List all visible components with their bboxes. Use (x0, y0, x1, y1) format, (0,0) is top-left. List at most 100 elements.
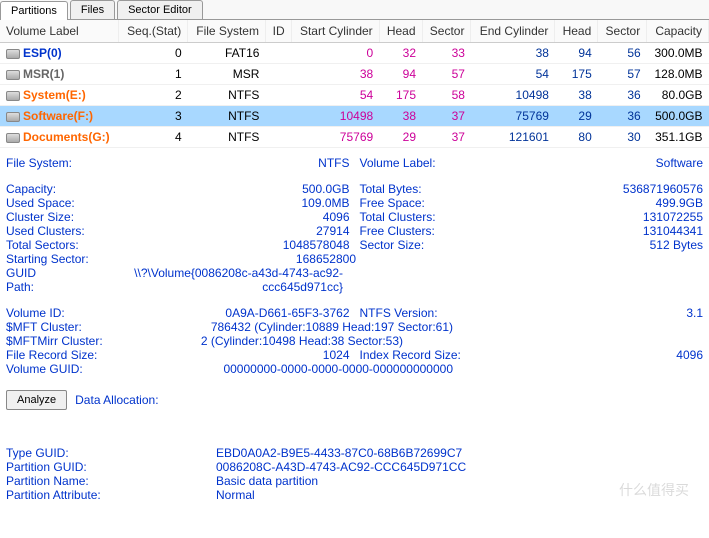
pg-value: 0086208C-A43D-4743-AC92-CCC645D971CC (216, 460, 466, 474)
cell-sec2: 36 (598, 106, 647, 127)
col-id[interactable]: ID (265, 20, 291, 43)
gp-value: \\?\Volume{0086208c-a43d-4743-ac92-ccc64… (65, 266, 343, 294)
cap-label: Capacity: (6, 182, 56, 196)
cell-sc: 0 (291, 43, 379, 64)
tb-value: 536871960576 (623, 182, 703, 196)
pn-label: Partition Name: (6, 474, 216, 488)
vl-label: Volume Label: (360, 156, 436, 170)
col-end-cyl[interactable]: End Cylinder (471, 20, 555, 43)
cell-fs: NTFS (188, 106, 266, 127)
cell-ec: 54 (471, 64, 555, 85)
cell-ec: 38 (471, 43, 555, 64)
analyze-button[interactable]: Analyze (6, 390, 67, 410)
us-label: Used Space: (6, 196, 75, 210)
tg-value: EBD0A0A2-B9E5-4433-87C0-68B6B72699C7 (216, 446, 462, 460)
cell-sec: 37 (422, 106, 471, 127)
cell-ec: 10498 (471, 85, 555, 106)
pa-value: Normal (216, 488, 255, 502)
col-sector[interactable]: Sector (422, 20, 471, 43)
cell-sec2: 30 (598, 127, 647, 148)
disk-icon (6, 112, 20, 122)
mft-label: $MFT Cluster: (6, 320, 82, 334)
ss-label: Sector Size: (360, 238, 425, 252)
volume-label: ESP(0) (23, 46, 62, 60)
vg-value: 00000000-0000-0000-0000-000000000000 (223, 362, 453, 376)
table-row[interactable]: System(E:) 2 NTFS 54 175 58 10498 38 36 … (0, 85, 709, 106)
cell-id (265, 106, 291, 127)
cell-sc: 54 (291, 85, 379, 106)
col-sector2[interactable]: Sector (598, 20, 647, 43)
partition-table: Volume Label Seq.(Stat) File System ID S… (0, 20, 709, 148)
irs-value: 4096 (676, 348, 703, 362)
disk-icon (6, 133, 20, 143)
data-allocation-label: Data Allocation: (75, 393, 158, 407)
tg-label: Type GUID: (6, 446, 216, 460)
details-panel: File System:NTFS Volume Label:Software C… (0, 148, 709, 384)
cell-sec: 37 (422, 127, 471, 148)
st-value: 168652800 (296, 252, 356, 266)
tab-sector-editor[interactable]: Sector Editor (117, 0, 203, 19)
cell-sc: 75769 (291, 127, 379, 148)
pa-label: Partition Attribute: (6, 488, 216, 502)
cell-sc: 10498 (291, 106, 379, 127)
col-volume-label[interactable]: Volume Label (0, 20, 119, 43)
col-fs[interactable]: File System (188, 20, 266, 43)
cell-sec2: 36 (598, 85, 647, 106)
table-row[interactable]: Software(F:) 3 NTFS 10498 38 37 75769 29… (0, 106, 709, 127)
cell-hd: 175 (379, 85, 422, 106)
tab-partitions[interactable]: Partitions (0, 1, 68, 20)
table-row[interactable]: ESP(0) 0 FAT16 0 32 33 38 94 56 300.0MB (0, 43, 709, 64)
cell-hd2: 94 (555, 43, 598, 64)
ts-label: Total Sectors: (6, 238, 79, 252)
volume-label: Software(F:) (23, 109, 93, 123)
volume-label: System(E:) (23, 88, 86, 102)
col-capacity[interactable]: Capacity (647, 20, 709, 43)
tab-files[interactable]: Files (70, 0, 115, 19)
cell-fs: MSR (188, 64, 266, 85)
cell-sc: 38 (291, 64, 379, 85)
col-head[interactable]: Head (379, 20, 422, 43)
cell-sec2: 56 (598, 43, 647, 64)
cell-seq: 4 (119, 127, 188, 148)
vg-label: Volume GUID: (6, 362, 83, 376)
col-head2[interactable]: Head (555, 20, 598, 43)
volume-label: MSR(1) (23, 67, 64, 81)
cell-seq: 3 (119, 106, 188, 127)
volume-label: Documents(G:) (23, 130, 110, 144)
tc-value: 131072255 (643, 210, 703, 224)
cell-sec: 58 (422, 85, 471, 106)
disk-icon (6, 70, 20, 80)
cs-label: Cluster Size: (6, 210, 74, 224)
tc-label: Total Clusters: (360, 210, 436, 224)
cell-sec2: 57 (598, 64, 647, 85)
tab-bar: Partitions Files Sector Editor (0, 0, 709, 20)
fsp-value: 499.9GB (656, 196, 703, 210)
watermark: 什么值得买 (619, 480, 689, 500)
cell-sec: 33 (422, 43, 471, 64)
irs-label: Index Record Size: (360, 348, 461, 362)
cell-sec: 57 (422, 64, 471, 85)
col-start-cyl[interactable]: Start Cylinder (291, 20, 379, 43)
cell-seq: 2 (119, 85, 188, 106)
table-row[interactable]: Documents(G:) 4 NTFS 75769 29 37 121601 … (0, 127, 709, 148)
cell-id (265, 127, 291, 148)
bottom-panel: Type GUID:EBD0A0A2-B9E5-4433-87C0-68B6B7… (0, 440, 709, 508)
uc-label: Used Clusters: (6, 224, 85, 238)
table-row[interactable]: MSR(1) 1 MSR 38 94 57 54 175 57 128.0MB (0, 64, 709, 85)
disk-icon (6, 49, 20, 59)
cell-cap: 351.1GB (647, 127, 709, 148)
col-seq[interactable]: Seq.(Stat) (119, 20, 188, 43)
cell-hd: 32 (379, 43, 422, 64)
cell-hd2: 175 (555, 64, 598, 85)
cell-cap: 500.0GB (647, 106, 709, 127)
cell-hd2: 29 (555, 106, 598, 127)
cell-hd2: 80 (555, 127, 598, 148)
cell-fs: FAT16 (188, 43, 266, 64)
frs-value: 1024 (323, 348, 350, 362)
vid-label: Volume ID: (6, 306, 65, 320)
uc-value: 27914 (316, 224, 349, 238)
pg-label: Partition GUID: (6, 460, 216, 474)
cell-cap: 300.0MB (647, 43, 709, 64)
cap-value: 500.0GB (302, 182, 349, 196)
cell-fs: NTFS (188, 127, 266, 148)
